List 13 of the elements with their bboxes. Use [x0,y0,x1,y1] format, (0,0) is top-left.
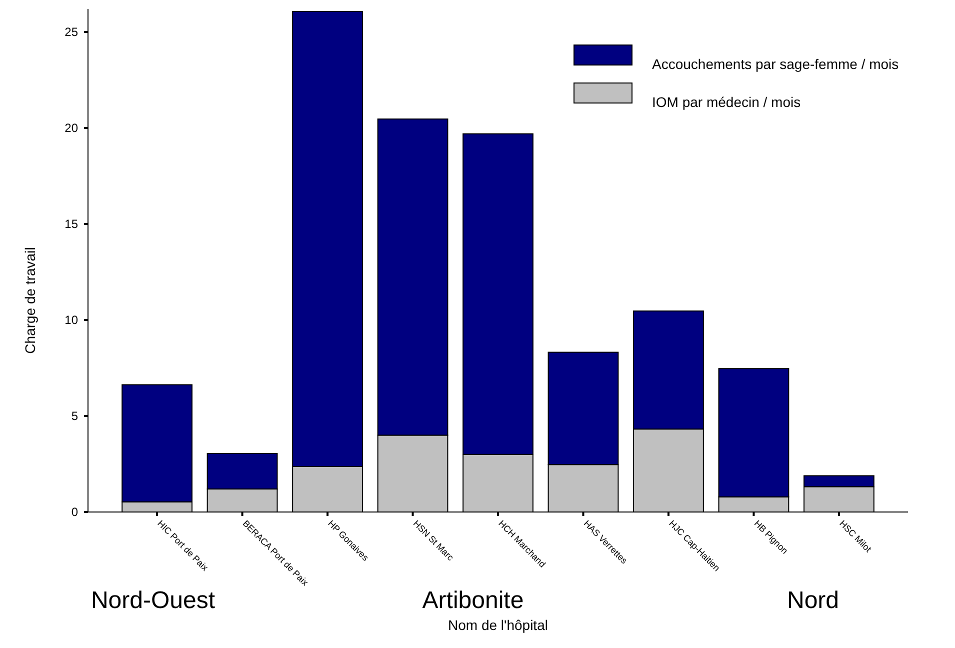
y-tick-label: 10 [64,313,78,328]
text: Nord-Ouest [90,587,216,614]
y-tick-label: 5 [71,409,78,424]
y-tick-label: 0 [71,505,78,520]
legend-label: IOM par médecin / mois [652,94,801,110]
y-axis-title: Charge de travail [22,247,38,354]
x-axis-title: Nom de l'hôpital [448,617,548,633]
text: Nord [786,587,840,614]
legend-label: Accouchements par sage-femme / mois [652,56,899,72]
text: Artibonite [422,587,524,614]
y-tick-label: 15 [64,217,78,232]
y-tick-label: 20 [64,121,78,136]
y-tick-label: 25 [64,25,78,40]
